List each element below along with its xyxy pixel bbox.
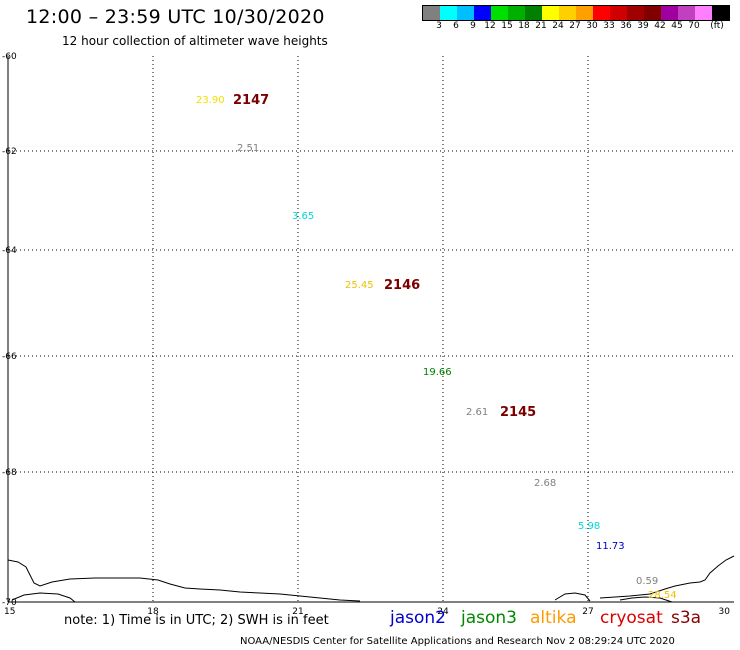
footer-note: note: 1) Time is in UTC; 2) SWH is in fe… [64,613,329,628]
coastline-east-b [619,596,673,603]
colorbar-labels: 3 6 9 12 15 18 21 24 27 30 33 36 39 42 45 70 (ft) [422,21,732,33]
colorbar-swatch [491,6,508,20]
colorbar-swatch [610,6,627,20]
colorbar-label: 42 [654,21,666,31]
longitude-tick-label: 27 [582,607,593,617]
wave-height-reading: 5.98 [578,521,600,532]
credit-line: NOAA/NESDIS Center for Satellite Applica… [240,636,675,647]
latitude-tick-label: -70 [2,598,17,608]
map-title: 12:00 – 23:59 UTC 10/30/2020 [26,6,325,28]
colorbar-label: 70 [688,21,700,31]
colorbar-swatch [559,6,576,20]
map-subtitle: 12 hour collection of altimeter wave hei… [62,34,328,48]
wave-height-reading: 28.54 [648,590,677,601]
longitude-tick-label: 24 [437,607,449,617]
colorbar-swatch [440,6,457,20]
colorbar-label: 27 [569,21,581,31]
colorbar-swatch [695,6,712,20]
colorbar-label: 15 [501,21,513,31]
colorbar-label: 12 [484,21,496,31]
latitude-tick-label: -60 [2,52,17,62]
colorbar-label: 6 [453,21,459,31]
axis-labels: 15 18 21 24 27 30 -60 -62 -64 -66 -68 -70 [2,52,730,617]
longitude-tick-label: 18 [147,607,159,617]
colorbar-label: 36 [620,21,632,31]
colorbar-swatch [542,6,559,20]
latitude-tick-label: -62 [2,147,17,157]
colorbar-swatch [508,6,525,20]
colorbar-swatch [525,6,542,20]
coastline-east [554,555,735,602]
colorbar-label: 30 [586,21,598,31]
colorbar-label: 21 [535,21,547,31]
colorbar-label: 33 [603,21,615,31]
colorbar-swatch [712,6,729,20]
wave-height-reading: 23.90 [196,95,225,106]
colorbar-label: 24 [552,21,564,31]
pass-time-label: 2147 [233,93,269,108]
colorbar-swatch [576,6,593,20]
wave-height-reading: 3.65 [292,211,314,222]
colorbar-swatch [593,6,610,20]
longitude-tick-label: 15 [4,607,15,617]
pass-time-label: 2146 [384,278,420,293]
graticule [8,56,734,602]
pass-time-label: 2145 [500,405,536,420]
colorbar-swatch [457,6,474,20]
satellite-legend-jason2: jason2 [390,608,446,628]
colorbar-swatch [678,6,695,20]
latitude-tick-label: -68 [2,468,17,478]
satellite-legend-jason3: jason3 [461,608,517,628]
colorbar-swatch [644,6,661,20]
wave-height-reading: 19.66 [423,367,452,378]
colorbar-label: (ft) [710,21,724,31]
wave-height-reading: 2.51 [237,143,259,154]
wave-height-reading: 11.73 [596,541,625,552]
satellite-legend-s3a: s3a [671,608,702,628]
wave-height-reading: 2.61 [466,407,488,418]
colorbar-swatch [474,6,491,20]
colorbar-label: 39 [637,21,649,31]
wave-height-reading: 0.59 [636,576,658,587]
colorbar-label: 3 [436,21,442,31]
colorbar-label: 9 [470,21,476,31]
satellite-legend-altika: altika [530,608,577,628]
longitude-tick-label: 30 [719,607,731,617]
longitude-tick-label: 21 [292,607,303,617]
colorbar-swatch [423,6,440,20]
wave-height-colorbar [422,5,730,21]
latitude-tick-label: -64 [2,246,17,256]
colorbar-label: 18 [518,21,530,31]
wave-height-labels: 23.90 2.51 3.65 25.45 19.66 2.61 2.68 5.98 11.73… [196,95,677,601]
wave-height-reading: 2.68 [534,478,556,489]
satellite-legend-cryosat: cryosat [600,608,663,628]
coastline [7,559,361,602]
colorbar-swatch [627,6,644,20]
pass-time-labels: 2147 2146 2145 [233,93,536,420]
latitude-tick-label: -66 [2,352,17,362]
wave-height-reading: 25.45 [345,280,374,291]
coastline-inlet [11,592,76,603]
colorbar-swatch [661,6,678,20]
colorbar-label: 45 [671,21,683,31]
